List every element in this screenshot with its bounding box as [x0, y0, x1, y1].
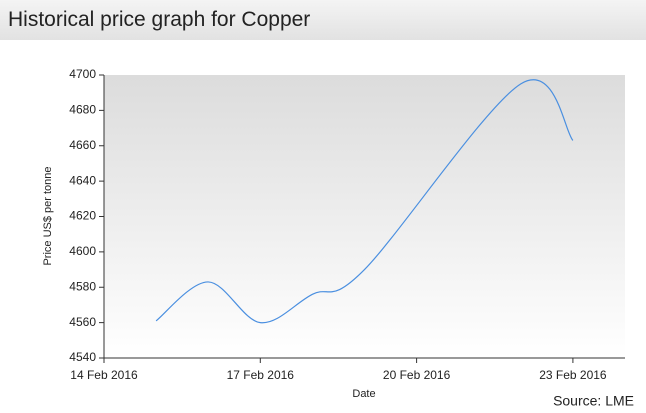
- x-tick-label: 23 Feb 2016: [539, 368, 607, 382]
- y-axis-label: Price US$ per tonne: [42, 166, 54, 265]
- y-tick-label: 4680: [69, 103, 96, 117]
- page-title: Historical price graph for Copper: [0, 0, 646, 40]
- x-tick-label: 14 Feb 2016: [70, 368, 138, 382]
- x-tick-label: 17 Feb 2016: [227, 368, 295, 382]
- y-tick-label: 4620: [69, 209, 96, 223]
- y-tick-label: 4540: [69, 350, 96, 364]
- plot-area: [104, 75, 625, 358]
- y-tick-label: 4560: [69, 315, 96, 329]
- y-tick-label: 4640: [69, 173, 96, 187]
- y-tick-label: 4660: [69, 138, 96, 152]
- source-note: Source: LME: [553, 393, 634, 409]
- x-tick-label: 20 Feb 2016: [383, 368, 451, 382]
- y-tick-label: 4700: [69, 67, 96, 81]
- x-axis-label: Date: [352, 388, 375, 400]
- line-series: [155, 79, 574, 324]
- y-tick-label: 4600: [69, 244, 96, 258]
- y-tick-label: 4580: [69, 279, 96, 293]
